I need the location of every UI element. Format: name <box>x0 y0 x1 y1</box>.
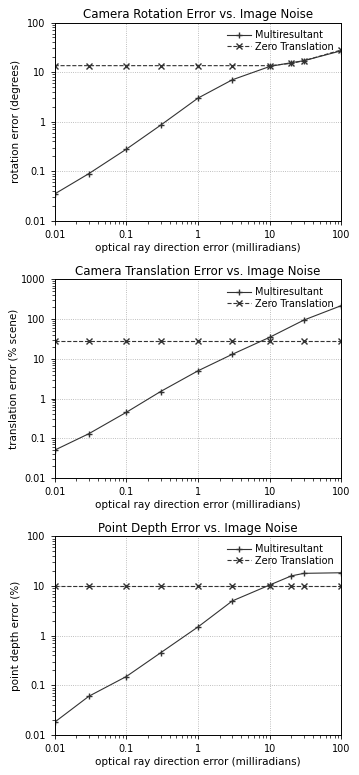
Line: Zero Translation: Zero Translation <box>52 584 344 589</box>
Zero Translation <box>124 336 129 346</box>
Multiresultant <box>339 301 344 310</box>
Zero Translation <box>230 581 234 591</box>
X-axis label: optical ray direction error (milliradians): optical ray direction error (milliradian… <box>95 756 301 766</box>
Multiresultant <box>302 56 306 65</box>
Zero Translation <box>158 336 163 346</box>
Zero Translation <box>302 56 306 65</box>
Title: Camera Translation Error vs. Image Noise: Camera Translation Error vs. Image Noise <box>75 265 321 278</box>
Zero Translation <box>52 61 57 71</box>
Zero Translation <box>267 336 272 346</box>
Zero Translation <box>87 336 91 346</box>
Multiresultant <box>302 569 306 578</box>
Title: Camera Rotation Error vs. Image Noise: Camera Rotation Error vs. Image Noise <box>83 9 313 22</box>
Multiresultant <box>267 332 272 342</box>
Multiresultant <box>124 408 129 417</box>
Multiresultant <box>196 366 200 375</box>
Zero Translation <box>196 581 200 591</box>
Legend: Multiresultant, Zero Translation: Multiresultant, Zero Translation <box>224 284 337 312</box>
Multiresultant <box>302 315 306 325</box>
X-axis label: optical ray direction error (milliradians): optical ray direction error (milliradian… <box>95 243 301 253</box>
Zero Translation <box>230 61 234 71</box>
Zero Translation <box>158 61 163 71</box>
Multiresultant <box>230 75 234 84</box>
Multiresultant <box>289 58 294 67</box>
Multiresultant <box>230 596 234 605</box>
Zero Translation <box>302 581 306 591</box>
Zero Translation <box>267 61 272 71</box>
Zero Translation <box>339 45 344 54</box>
Line: Zero Translation: Zero Translation <box>52 47 344 68</box>
Zero Translation <box>289 581 294 591</box>
Multiresultant <box>124 144 129 153</box>
Y-axis label: translation error (% scene): translation error (% scene) <box>8 308 18 449</box>
Multiresultant <box>87 169 91 178</box>
Zero Translation <box>267 581 272 591</box>
Zero Translation <box>339 336 344 346</box>
Legend: Multiresultant, Zero Translation: Multiresultant, Zero Translation <box>224 541 337 569</box>
Multiresultant <box>230 350 234 359</box>
Zero Translation <box>196 336 200 346</box>
Line: Zero Translation: Zero Translation <box>52 339 344 344</box>
Y-axis label: rotation error (degrees): rotation error (degrees) <box>11 60 22 184</box>
Zero Translation <box>289 59 294 68</box>
Zero Translation <box>52 336 57 346</box>
Multiresultant <box>196 94 200 103</box>
Zero Translation <box>124 61 129 71</box>
Multiresultant <box>339 568 344 577</box>
Line: Multiresultant: Multiresultant <box>51 302 345 453</box>
Multiresultant <box>87 691 91 701</box>
Multiresultant <box>158 387 163 396</box>
Multiresultant <box>158 121 163 130</box>
Zero Translation <box>230 336 234 346</box>
Multiresultant <box>87 429 91 439</box>
Zero Translation <box>158 581 163 591</box>
Zero Translation <box>302 336 306 346</box>
Multiresultant <box>52 189 57 198</box>
Zero Translation <box>196 61 200 71</box>
Zero Translation <box>339 581 344 591</box>
Multiresultant <box>52 446 57 455</box>
Line: Multiresultant: Multiresultant <box>51 47 345 198</box>
Multiresultant <box>339 46 344 55</box>
Y-axis label: point depth error (%): point depth error (%) <box>11 580 22 691</box>
Multiresultant <box>124 672 129 681</box>
Line: Multiresultant: Multiresultant <box>51 570 345 725</box>
X-axis label: optical ray direction error (milliradians): optical ray direction error (milliradian… <box>95 500 301 510</box>
Legend: Multiresultant, Zero Translation: Multiresultant, Zero Translation <box>224 27 337 55</box>
Zero Translation <box>87 581 91 591</box>
Zero Translation <box>52 581 57 591</box>
Multiresultant <box>267 62 272 71</box>
Multiresultant <box>196 622 200 632</box>
Zero Translation <box>124 581 129 591</box>
Zero Translation <box>87 61 91 71</box>
Title: Point Depth Error vs. Image Noise: Point Depth Error vs. Image Noise <box>98 522 298 536</box>
Multiresultant <box>289 571 294 580</box>
Multiresultant <box>158 648 163 657</box>
Multiresultant <box>267 580 272 590</box>
Multiresultant <box>52 718 57 727</box>
